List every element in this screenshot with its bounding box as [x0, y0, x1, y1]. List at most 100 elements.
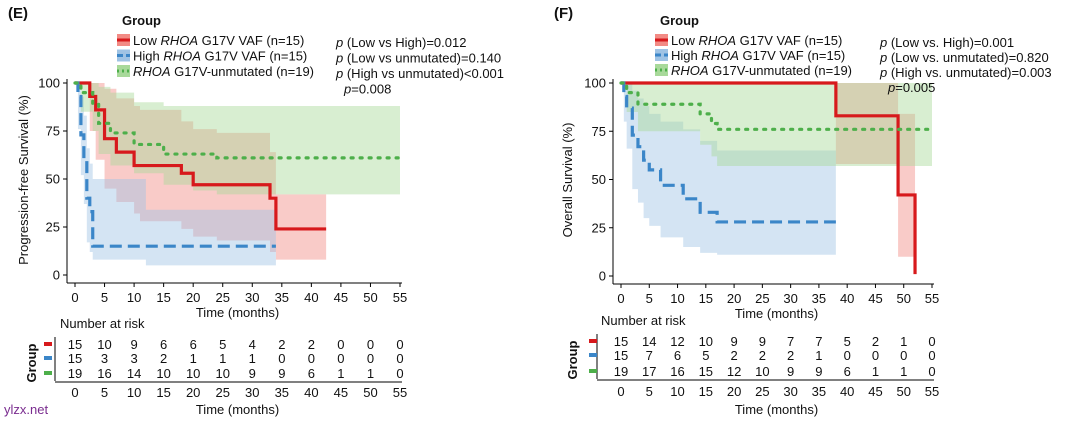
p1-risk-key-0 [589, 339, 597, 343]
p0-legend-key-bg-1 [117, 49, 130, 62]
p1-km-line-2 [619, 81, 934, 131]
p1-x-tick-label-1: 5 [646, 291, 653, 306]
p1-risk-r2-c11: 0 [928, 364, 935, 379]
p0-risk-r0-c10: 0 [367, 337, 374, 352]
p0-risk-r2-c7: 9 [278, 366, 285, 381]
p0-risk-r1-c1: 3 [101, 351, 108, 366]
p0-risk-key-1 [44, 356, 52, 360]
p0-risk-key-2 [44, 371, 52, 375]
p1-x-tick-label-3: 15 [699, 291, 713, 306]
p0-risk-r1-c4: 1 [190, 351, 197, 366]
p0-risk-r0-c5: 5 [219, 337, 226, 352]
watermark-text: ylzx.net [4, 402, 49, 417]
p1-pvalue-0: p (Low vs. High)=0.001 [879, 35, 1014, 50]
p1-y-tick-label-4: 100 [584, 76, 606, 91]
p1-pvalue-3: p=0.005 [887, 80, 935, 95]
p0-km-line-0 [75, 81, 327, 231]
p1-pvalue-2: p (High vs. unmutated)=0.003 [879, 65, 1052, 80]
p1-risk-r2-c2: 16 [670, 364, 684, 379]
p0-x-tick-label-5: 25 [215, 290, 229, 305]
p0-risk-r0-c6: 4 [249, 337, 256, 352]
p1-risk-r0-c2: 12 [670, 334, 684, 349]
p0-km-line-1 [75, 81, 276, 248]
p0-ci-band-0 [75, 83, 327, 260]
p1-risk-r2-c4: 12 [727, 364, 741, 379]
p1-risk-title: Number at risk [601, 313, 686, 328]
p0-legend-label-0: Low RHOA G17V VAF (n=15) [133, 33, 304, 48]
p1-risk-x-tick-5: 25 [755, 384, 769, 399]
p1-risk-x-tick-9: 45 [868, 384, 882, 399]
p0-risk-r1-c9: 0 [337, 351, 344, 366]
p0-legend-box [113, 33, 318, 83]
p1-risk-r1-c8: 0 [844, 348, 851, 363]
p0-risk-r0-c0: 15 [68, 337, 82, 352]
p1-x-tick-label-0: 0 [617, 291, 624, 306]
p1-risk-r1-c4: 2 [730, 348, 737, 363]
p0-risk-r0-c1: 10 [97, 337, 111, 352]
p0-pvalue-2: p (High vs unmutated)<0.001 [335, 66, 504, 81]
p0-risk-r0-c2: 9 [130, 337, 137, 352]
p1-x-tick-label-8: 40 [840, 291, 854, 306]
p0-risk-x-tick-2: 10 [127, 385, 141, 400]
p0-risk-r0-c3: 6 [160, 337, 167, 352]
p0-ci-band-1 [75, 83, 276, 266]
p1-risk-r0-c0: 15 [614, 334, 628, 349]
p0-risk-x-tick-1: 5 [101, 385, 108, 400]
p1-risk-r0-c10: 1 [900, 334, 907, 349]
p0-risk-x-tick-6: 30 [245, 385, 259, 400]
p0-legend-title: Group [122, 13, 161, 28]
p1-risk-x-title: Time (months) [735, 402, 818, 417]
p1-risk-r0-c11: 0 [928, 334, 935, 349]
p0-x-tick-label-2: 10 [127, 290, 141, 305]
p0-x-tick-label-10: 50 [363, 290, 377, 305]
p0-risk-r2-c9: 1 [337, 366, 344, 381]
p0-risk-r0-c9: 0 [337, 337, 344, 352]
p0-y-tick-label-0: 0 [53, 268, 60, 283]
p0-risk-x-tick-5: 25 [215, 385, 229, 400]
p0-risk-r2-c11: 0 [396, 366, 403, 381]
p1-panel-label: (F) [554, 5, 573, 22]
p0-y-tick-label-1: 25 [46, 220, 60, 235]
p0-x-tick-label-8: 40 [304, 290, 318, 305]
p1-risk-r0-c1: 14 [642, 334, 656, 349]
p0-risk-r0-c4: 6 [190, 337, 197, 352]
p1-legend-label-2: RHOA G17V-unmutated (n=19) [671, 63, 852, 78]
p0-pvalue-0: p (Low vs High)=0.012 [335, 35, 466, 50]
p1-risk-r2-c9: 1 [872, 364, 879, 379]
p1-risk-r2-c0: 19 [614, 364, 628, 379]
p0-panel-label: (E) [8, 5, 28, 22]
p1-risk-r2-c3: 15 [699, 364, 713, 379]
p1-risk-x-tick-2: 10 [670, 384, 684, 399]
p0-risk-r2-c0: 19 [68, 366, 82, 381]
p1-risk-r0-c4: 9 [730, 334, 737, 349]
p1-risk-x-tick-6: 30 [783, 384, 797, 399]
p1-risk-x-tick-11: 55 [925, 384, 939, 399]
p0-risk-r2-c5: 10 [215, 366, 229, 381]
p0-x-axis-title: Time (months) [196, 305, 279, 320]
p1-legend-title: Group [660, 13, 699, 28]
p1-km-line-1 [621, 81, 836, 224]
p1-x-tick-label-9: 45 [868, 291, 882, 306]
p1-risk-r1-c3: 5 [702, 348, 709, 363]
p0-risk-x-title: Time (months) [196, 402, 279, 417]
p1-risk-r1-c7: 1 [815, 348, 822, 363]
p0-risk-x-tick-8: 40 [304, 385, 318, 400]
p1-x-tick-label-11: 55 [925, 291, 939, 306]
p0-x-tick-label-7: 35 [275, 290, 289, 305]
p0-risk-x-tick-9: 45 [334, 385, 348, 400]
p0-risk-r1-c2: 3 [130, 351, 137, 366]
p0-risk-r2-c8: 6 [308, 366, 315, 381]
p1-risk-r0-c6: 7 [787, 334, 794, 349]
p1-km-line-0 [621, 81, 917, 275]
p0-y-tick-label-2: 50 [46, 172, 60, 187]
p1-risk-r0-c3: 10 [699, 334, 713, 349]
p0-risk-r0-c8: 2 [308, 337, 315, 352]
p1-risk-r1-c9: 0 [872, 348, 879, 363]
p0-risk-key-0 [44, 342, 52, 346]
p0-y-axis-title: Progression-free Survival (%) [16, 95, 31, 265]
p0-risk-x-tick-0: 0 [71, 385, 78, 400]
p0-risk-x-tick-4: 20 [186, 385, 200, 400]
p1-risk-r2-c5: 10 [755, 364, 769, 379]
p0-x-tick-label-3: 15 [156, 290, 170, 305]
